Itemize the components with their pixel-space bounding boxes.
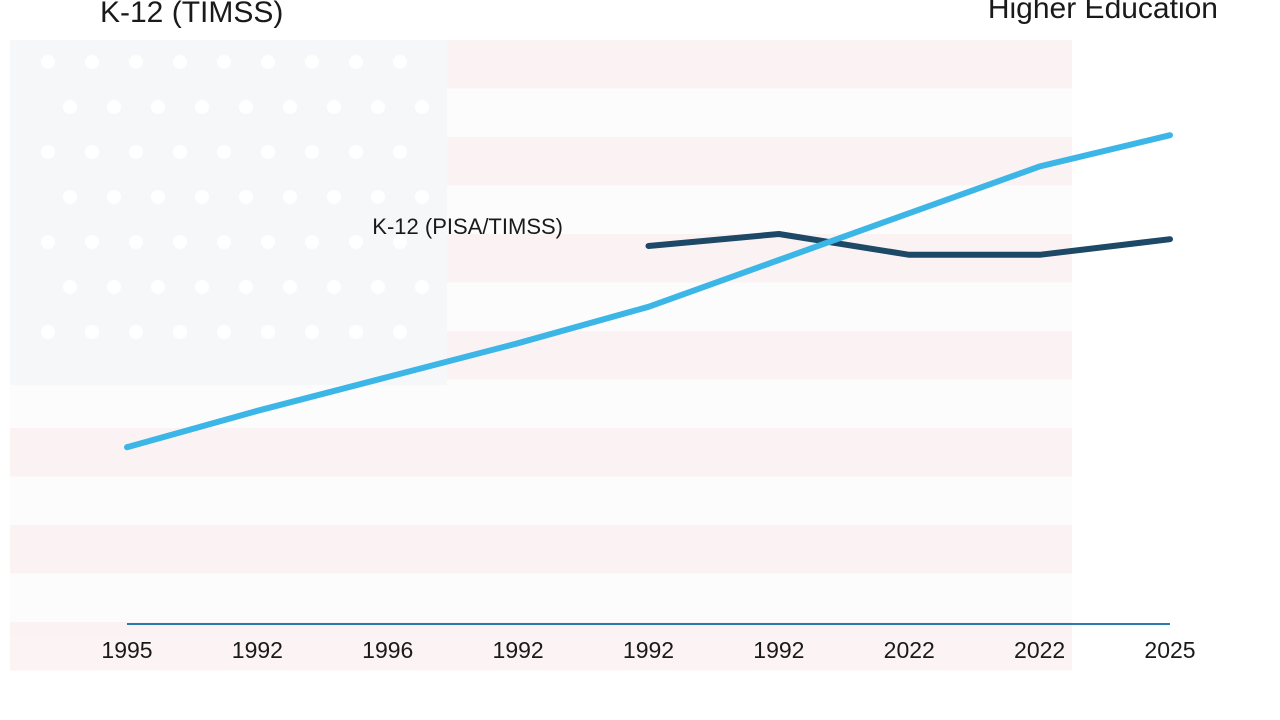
flag-star: [41, 145, 55, 159]
flag-star: [349, 325, 363, 339]
flag-star: [283, 190, 297, 204]
flag-star: [195, 100, 209, 114]
flag-star: [393, 145, 407, 159]
x-tick-label: 1992: [623, 637, 674, 663]
flag-stripe: [10, 525, 1072, 574]
flag-star: [217, 145, 231, 159]
flag-star: [85, 145, 99, 159]
flag-star: [151, 280, 165, 294]
flag-star: [41, 235, 55, 249]
flag-star: [85, 325, 99, 339]
flag-star: [195, 190, 209, 204]
flag-star: [173, 235, 187, 249]
flag-star: [261, 145, 275, 159]
flag-star: [327, 280, 341, 294]
flag-star: [283, 100, 297, 114]
flag-star: [415, 190, 429, 204]
flag-star: [129, 55, 143, 69]
flag-stripe: [10, 379, 1072, 428]
flag-star: [261, 235, 275, 249]
flag-star: [393, 235, 407, 249]
flag-star: [195, 280, 209, 294]
flag-star: [239, 280, 253, 294]
flag-star: [107, 190, 121, 204]
flag-background: [10, 40, 1072, 671]
x-tick-label: 2025: [1144, 637, 1195, 663]
flag-star: [151, 100, 165, 114]
flag-star: [327, 190, 341, 204]
flag-star: [239, 100, 253, 114]
flag-star: [415, 100, 429, 114]
flag-star: [173, 55, 187, 69]
flag-star: [41, 325, 55, 339]
flag-star: [305, 325, 319, 339]
flag-stripe: [10, 476, 1072, 525]
x-tick-label: 2022: [1014, 637, 1065, 663]
flag-star: [371, 100, 385, 114]
flag-star: [63, 280, 77, 294]
flag-star: [173, 325, 187, 339]
flag-star: [283, 280, 297, 294]
flag-star: [85, 55, 99, 69]
flag-star: [305, 145, 319, 159]
flag-star: [151, 190, 165, 204]
flag-star: [63, 100, 77, 114]
series-line: [124, 132, 1173, 451]
flag-star: [107, 280, 121, 294]
flag-star: [415, 280, 429, 294]
flag-star: [261, 325, 275, 339]
flag-star: [371, 190, 385, 204]
flag-star: [85, 235, 99, 249]
flag-star: [349, 145, 363, 159]
flag-star: [349, 55, 363, 69]
series-label: K-12 (PISA/TIMSS): [372, 214, 563, 239]
flag-star: [371, 280, 385, 294]
flag-star: [173, 145, 187, 159]
x-tick-label: 1996: [362, 637, 413, 663]
x-tick-label: 1992: [232, 637, 283, 663]
flag-star: [217, 325, 231, 339]
flag-star: [107, 100, 121, 114]
x-tick-label: 1992: [493, 637, 544, 663]
series-line: [645, 231, 1173, 258]
flag-star: [393, 55, 407, 69]
chart-title: K-12 (TIMSS): [100, 0, 283, 29]
x-tick-label: 1992: [753, 637, 804, 663]
flag-stripe: [10, 573, 1072, 622]
x-tick-label: 2022: [884, 637, 935, 663]
flag-star: [393, 325, 407, 339]
flag-star: [239, 190, 253, 204]
flag-star: [305, 235, 319, 249]
flag-star: [349, 235, 363, 249]
flag-star: [327, 100, 341, 114]
flag-stripe: [10, 428, 1072, 477]
flag-star: [129, 235, 143, 249]
flag-star: [305, 55, 319, 69]
flag-star: [261, 55, 275, 69]
flag-stripe: [10, 622, 1072, 671]
flag-star: [217, 55, 231, 69]
x-tick-label: 1995: [101, 637, 152, 663]
series-label: Higher Education: [988, 0, 1218, 25]
flag-star: [41, 55, 55, 69]
flag-star: [217, 235, 231, 249]
flag-star: [129, 145, 143, 159]
flag-star: [63, 190, 77, 204]
flag-star: [129, 325, 143, 339]
